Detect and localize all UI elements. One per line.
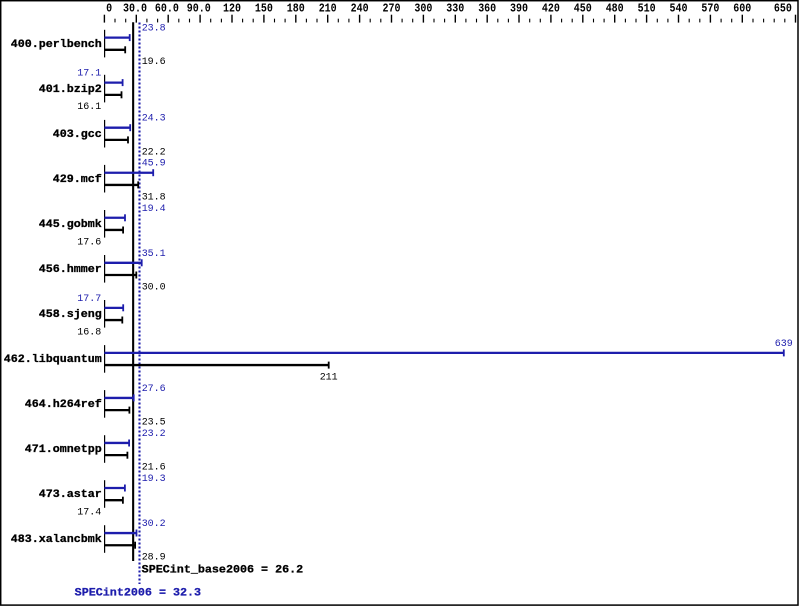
svg-text:510: 510 [638, 2, 656, 15]
svg-text:SPECint_base2006 = 26.2: SPECint_base2006 = 26.2 [142, 565, 304, 577]
svg-text:30.0: 30.0 [123, 2, 147, 15]
svg-text:462.libquantum: 462.libquantum [4, 354, 102, 366]
svg-text:19.4: 19.4 [142, 203, 166, 215]
svg-text:445.gobmk: 445.gobmk [39, 219, 102, 231]
svg-text:360: 360 [478, 2, 496, 15]
svg-text:403.gcc: 403.gcc [53, 129, 102, 141]
svg-text:300: 300 [414, 2, 432, 15]
svg-text:17.7: 17.7 [77, 293, 101, 305]
svg-text:390: 390 [510, 2, 528, 15]
svg-text:17.1: 17.1 [77, 68, 101, 80]
svg-text:0: 0 [106, 2, 112, 15]
svg-text:210: 210 [319, 2, 337, 15]
svg-text:429.mcf: 429.mcf [53, 174, 102, 186]
svg-text:17.4: 17.4 [77, 507, 101, 519]
svg-text:16.8: 16.8 [77, 326, 101, 338]
svg-text:45.9: 45.9 [142, 158, 166, 170]
svg-text:540: 540 [670, 2, 688, 15]
svg-text:30.2: 30.2 [142, 518, 166, 530]
svg-text:464.h264ref: 464.h264ref [25, 399, 102, 411]
svg-text:19.6: 19.6 [142, 56, 166, 68]
svg-text:471.omnetpp: 471.omnetpp [25, 444, 102, 456]
svg-text:240: 240 [351, 2, 369, 15]
svg-text:150: 150 [255, 2, 273, 15]
svg-text:22.2: 22.2 [142, 146, 166, 158]
svg-text:400.perlbench: 400.perlbench [11, 39, 102, 51]
svg-text:480: 480 [606, 2, 624, 15]
svg-text:650: 650 [774, 2, 792, 15]
svg-text:420: 420 [542, 2, 560, 15]
svg-text:473.astar: 473.astar [39, 489, 102, 501]
svg-text:330: 330 [446, 2, 464, 15]
svg-text:30.0: 30.0 [142, 281, 166, 293]
svg-text:17.6: 17.6 [77, 236, 101, 248]
svg-text:31.8: 31.8 [142, 191, 166, 203]
svg-text:28.9: 28.9 [142, 552, 166, 564]
svg-text:60.0: 60.0 [155, 2, 179, 15]
svg-text:456.hmmer: 456.hmmer [39, 264, 102, 276]
svg-text:27.6: 27.6 [142, 383, 166, 395]
svg-text:600: 600 [733, 2, 751, 15]
svg-text:19.3: 19.3 [142, 473, 166, 485]
svg-text:16.1: 16.1 [77, 101, 101, 113]
svg-text:24.3: 24.3 [142, 113, 166, 125]
svg-text:120: 120 [223, 2, 241, 15]
svg-text:570: 570 [701, 2, 719, 15]
svg-text:458.sjeng: 458.sjeng [39, 309, 102, 321]
svg-text:SPECint2006 = 32.3: SPECint2006 = 32.3 [75, 588, 202, 600]
svg-text:483.xalancbmk: 483.xalancbmk [11, 534, 102, 546]
svg-text:180: 180 [287, 2, 305, 15]
svg-text:450: 450 [574, 2, 592, 15]
svg-text:23.2: 23.2 [142, 428, 166, 440]
svg-text:23.5: 23.5 [142, 417, 166, 429]
svg-text:401.bzip2: 401.bzip2 [39, 84, 102, 96]
svg-text:211: 211 [320, 372, 338, 384]
svg-text:21.6: 21.6 [142, 462, 166, 474]
svg-text:23.8: 23.8 [142, 23, 166, 35]
svg-text:35.1: 35.1 [142, 248, 166, 260]
svg-text:270: 270 [383, 2, 401, 15]
svg-text:90.0: 90.0 [187, 2, 211, 15]
svg-text:639: 639 [775, 338, 793, 350]
